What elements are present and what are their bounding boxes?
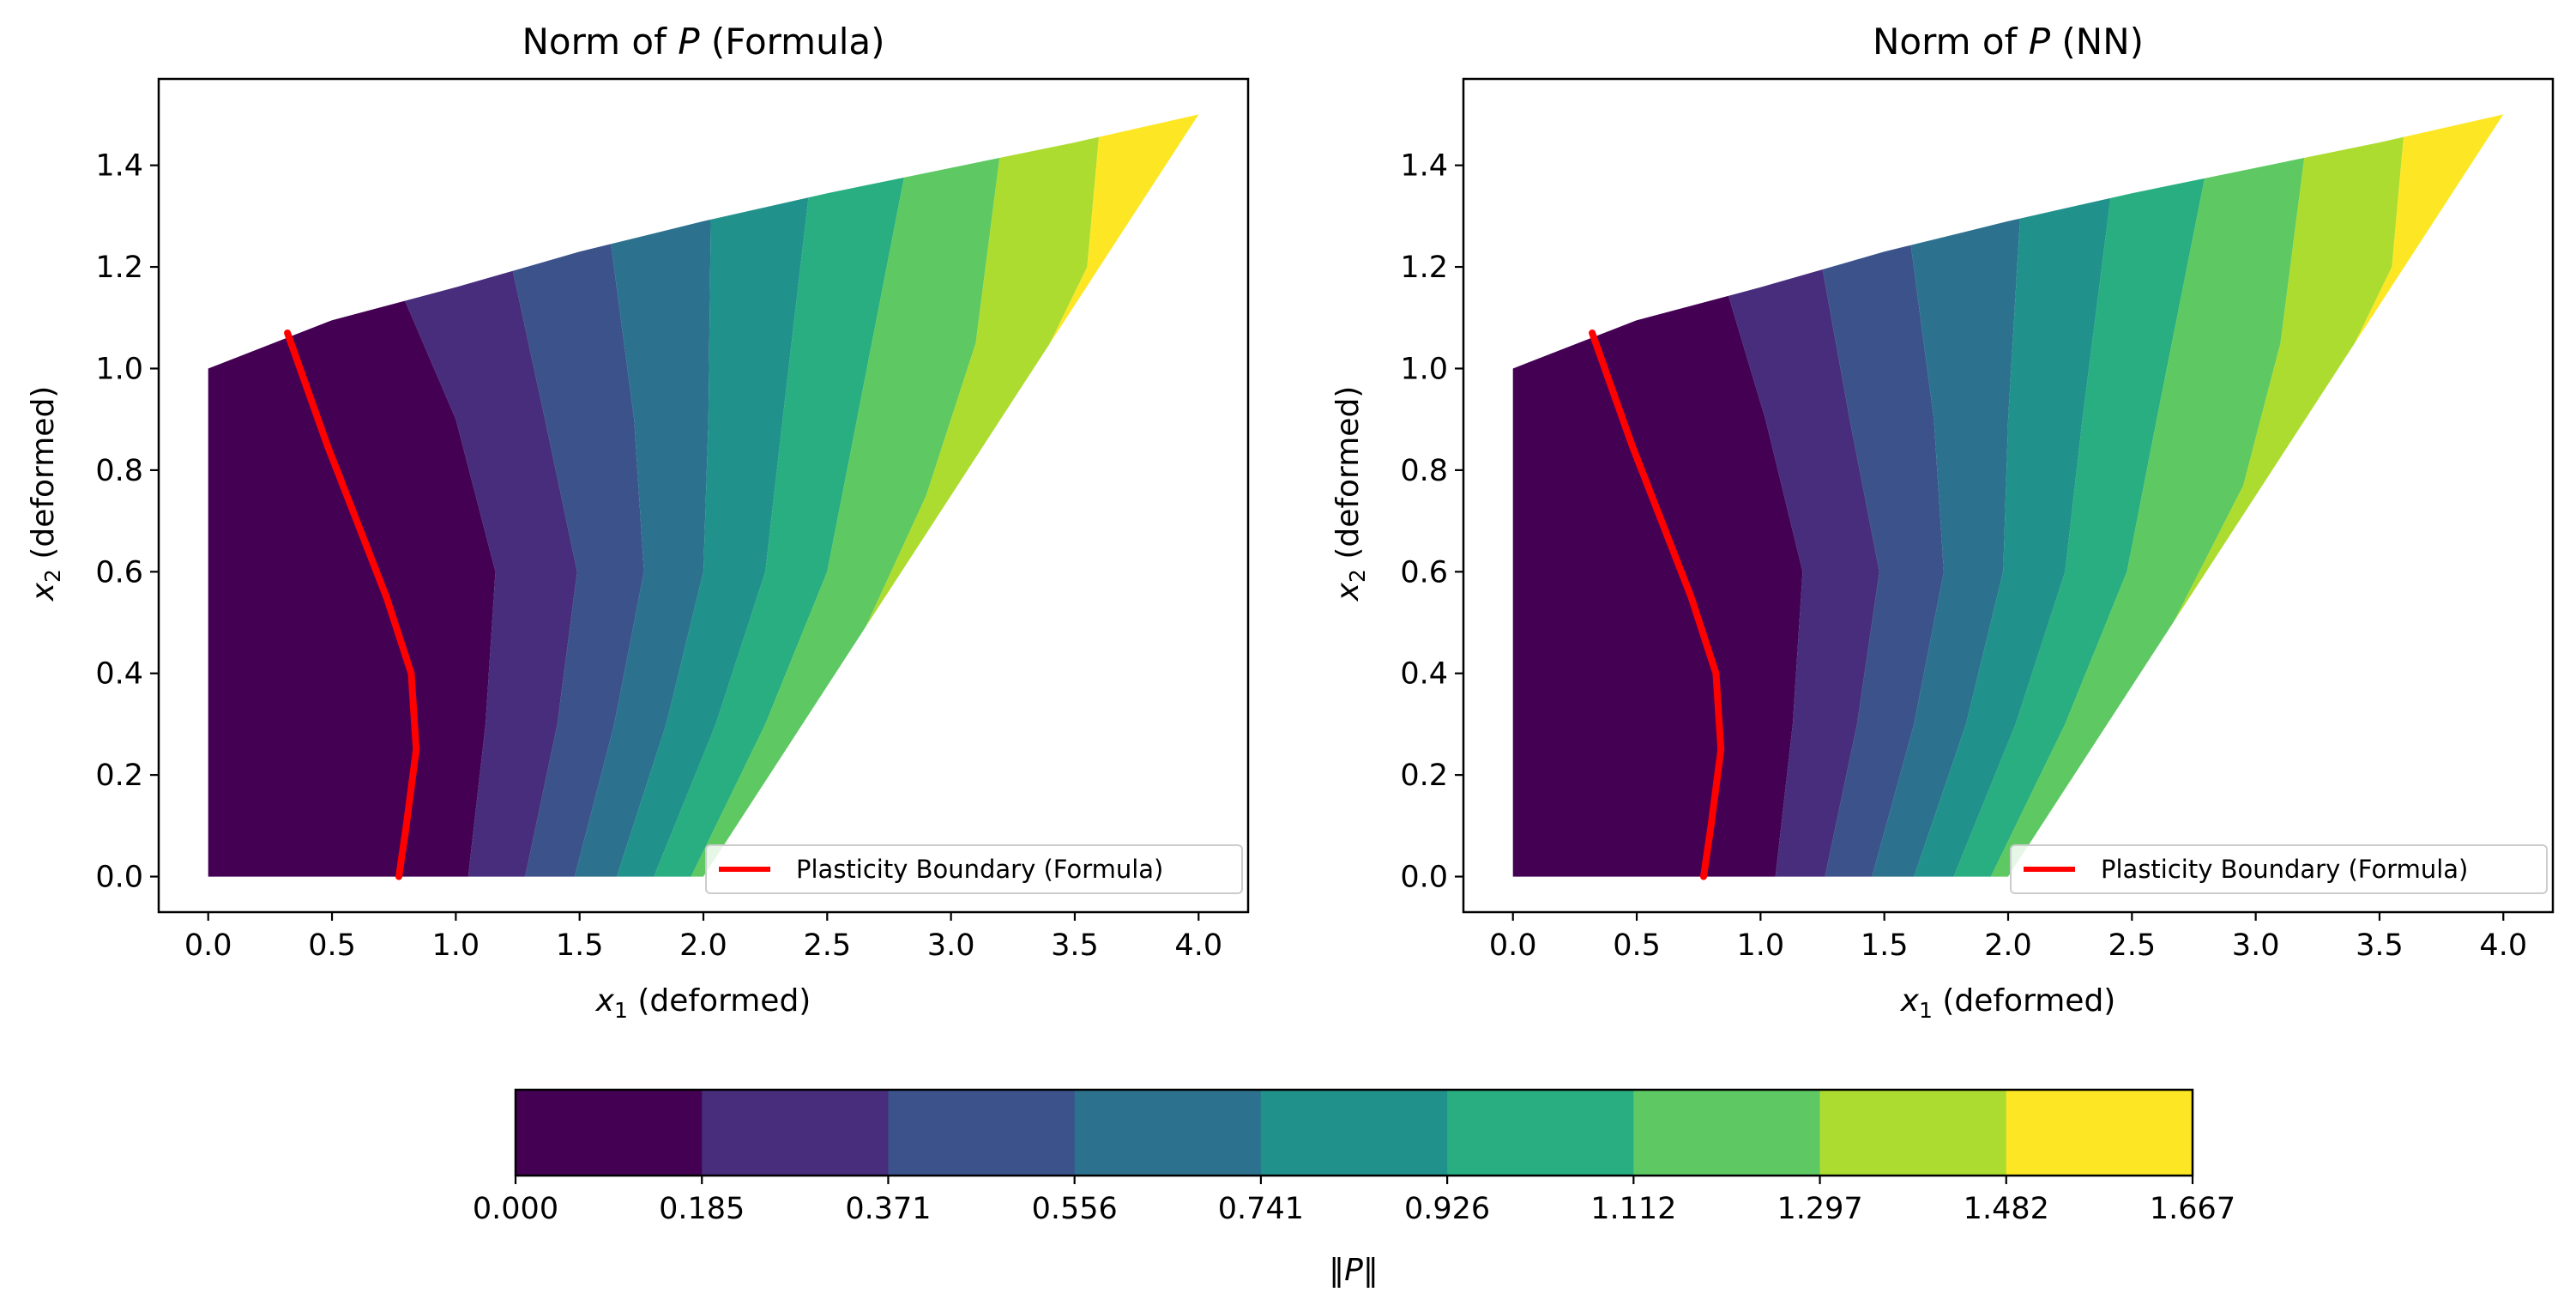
legend: Plasticity Boundary (Formula) (2010, 844, 2548, 894)
x-tick-label: 0.0 (184, 928, 232, 963)
x-tick-label: 3.0 (2232, 928, 2280, 963)
x-tick-label: 2.5 (803, 928, 851, 963)
y-tick-label: 0.6 (1400, 555, 1448, 589)
colorbar-cell (1447, 1090, 1634, 1176)
colorbar-cell (888, 1090, 1076, 1176)
colorbar-cells (516, 1090, 2193, 1176)
x-tick-label: 0.5 (308, 928, 356, 963)
plasticity-boundary-line (284, 330, 420, 880)
x-tick-label: 1.5 (556, 928, 604, 963)
colorbar-tick-label: 0.926 (1404, 1192, 1490, 1226)
colorbar-tick-label: 1.112 (1590, 1192, 1676, 1226)
colorbar-tick-label: 0.371 (845, 1192, 931, 1226)
contour-band (1914, 114, 2113, 877)
legend: Plasticity Boundary (Formula) (705, 844, 1243, 894)
x-tick-label: 3.0 (927, 928, 975, 963)
x-tick-label: 4.0 (1174, 928, 1222, 963)
x-axis-ticks: 0.0 0.5 1.0 1.5 2.0 2.5 3.0 3.5 4.0 (184, 912, 1222, 963)
contour-band (1953, 114, 2206, 877)
legend-label: Plasticity Boundary (Formula) (796, 855, 1163, 884)
y-tick-label: 0.0 (1400, 861, 1448, 895)
y-tick-label: 0.4 (95, 657, 143, 692)
contour-band (654, 114, 907, 877)
y-tick-label: 1.4 (95, 149, 143, 184)
x-axis-label: x1 (deformed) (595, 983, 811, 1023)
colorbar-cell (2006, 1090, 2193, 1176)
y-tick-label: 1.2 (95, 251, 143, 285)
y-tick-label: 1.4 (1400, 149, 1448, 184)
x-axis-ticks: 0.0 0.5 1.0 1.5 2.0 2.5 3.0 3.5 4.0 (1489, 912, 2527, 963)
plot-title: Norm of P (Formula) (522, 21, 884, 63)
x-tick-label: 2.0 (1984, 928, 2032, 963)
x-tick-label: 0.0 (1489, 928, 1537, 963)
colorbar-cell (702, 1090, 890, 1176)
y-axis-ticks: 0.0 0.2 0.4 0.6 0.8 1.0 1.2 1.4 (1400, 149, 1463, 895)
colorbar-cell (1074, 1090, 1262, 1176)
y-tick-label: 0.8 (95, 454, 143, 488)
colorbar-tick-label: 1.482 (1964, 1192, 2049, 1226)
colorbar-cell (1819, 1090, 2007, 1176)
x-tick-label: 1.0 (1737, 928, 1785, 963)
colorbar-tick-label: 0.000 (473, 1192, 558, 1226)
colorbar-ticks: 0.000 0.185 0.371 0.556 0.741 0.926 1.112 1.297… (473, 1176, 2235, 1226)
legend-label: Plasticity Boundary (Formula) (2101, 855, 2468, 884)
colorbar-label: ‖P‖ (1329, 1253, 1378, 1288)
plasticity-boundary-line (1589, 330, 1725, 880)
y-tick-label: 0.6 (95, 555, 143, 589)
colorbar-cell (1633, 1090, 1821, 1176)
y-tick-label: 0.2 (95, 759, 143, 793)
colorbar-tick-label: 1.667 (2150, 1192, 2235, 1226)
y-tick-label: 0.0 (95, 861, 143, 895)
x-tick-label: 0.5 (1613, 928, 1661, 963)
x-tick-label: 4.0 (2479, 928, 2527, 963)
y-tick-label: 1.2 (1400, 251, 1448, 285)
colorbar-tick-label: 1.297 (1777, 1192, 1862, 1226)
contour-band (617, 114, 811, 877)
x-tick-label: 3.5 (2356, 928, 2404, 963)
legend-box (2010, 844, 2548, 894)
contour-band (1990, 114, 2306, 877)
y-axis-label: x2 (deformed) (26, 386, 65, 602)
colorbar: 0.000 0.185 0.371 0.556 0.741 0.926 1.112 1.297… (473, 1088, 2235, 1288)
plot-title: Norm of P (NN) (1873, 21, 2144, 63)
y-tick-label: 1.0 (95, 352, 143, 386)
y-axis-ticks: 0.0 0.2 0.4 0.6 0.8 1.0 1.2 1.4 (95, 149, 159, 895)
colorbar-tick-label: 0.556 (1032, 1192, 1118, 1226)
x-axis-label: x1 (deformed) (1900, 983, 2116, 1023)
colorbar-cell (1260, 1090, 1448, 1176)
y-tick-label: 0.4 (1400, 657, 1448, 692)
contour-band (574, 114, 711, 877)
colorbar-cell (516, 1090, 703, 1176)
colorbar-frame (514, 1088, 2194, 1177)
contour-band (691, 114, 1001, 877)
colorbar-tick-label: 0.185 (659, 1192, 745, 1226)
y-tick-label: 1.0 (1400, 352, 1448, 386)
legend-box (705, 844, 1243, 894)
y-tick-label: 0.8 (1400, 454, 1448, 488)
x-tick-label: 1.5 (1861, 928, 1909, 963)
x-tick-label: 2.0 (679, 928, 727, 963)
x-tick-label: 2.5 (2108, 928, 2156, 963)
x-tick-label: 1.0 (432, 928, 480, 963)
y-axis-label: x2 (deformed) (1330, 386, 1370, 602)
x-tick-label: 3.5 (1051, 928, 1099, 963)
y-tick-label: 0.2 (1400, 759, 1448, 793)
colorbar-tick-label: 0.741 (1218, 1192, 1304, 1226)
